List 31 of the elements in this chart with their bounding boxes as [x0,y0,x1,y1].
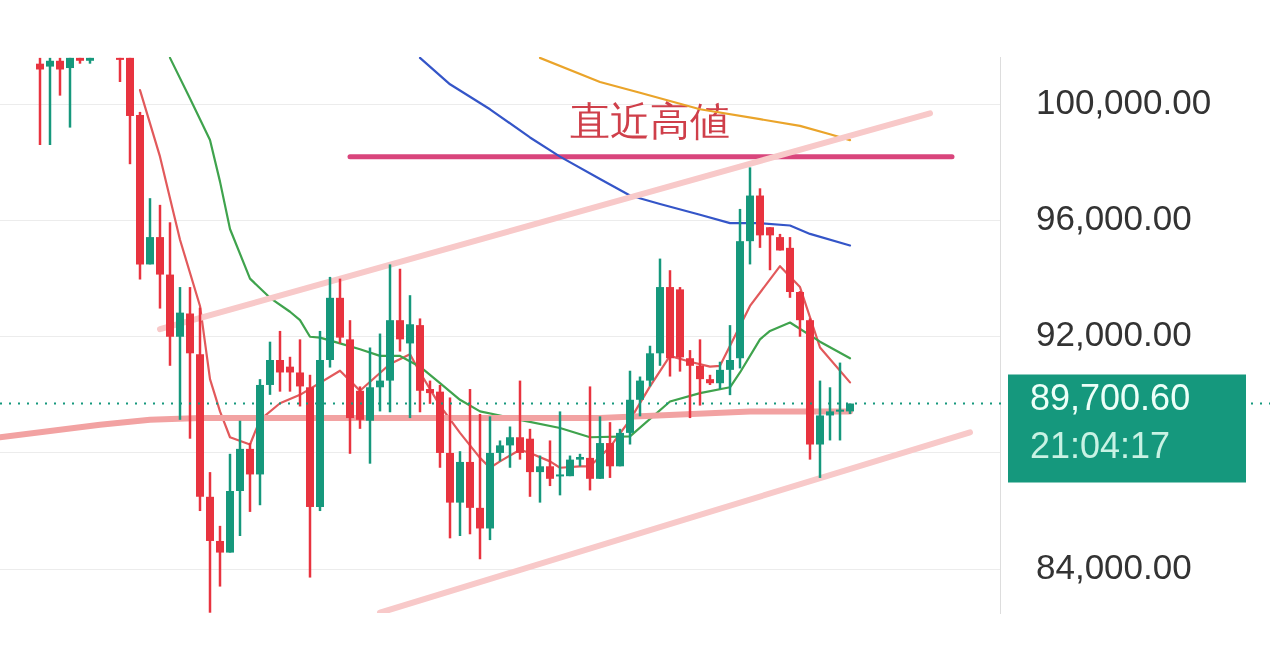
candlestick [586,385,594,492]
candlestick [496,439,504,463]
candlestick [56,56,64,97]
candlestick [476,412,484,561]
candlestick [686,348,694,420]
y-tick-label: 96,000.00 [1036,198,1192,238]
candlestick [716,360,724,391]
y-tick-label: 84,000.00 [1036,546,1192,586]
candlestick [396,267,404,353]
y-tick-label: 92,000.00 [1036,314,1192,354]
candlestick [556,410,564,497]
candlestick [696,338,704,407]
candlestick [66,56,74,129]
candlestick [606,420,614,480]
candlestick [516,379,524,461]
candlestick [296,338,304,408]
candlestick [426,379,434,406]
ref-line-label: 89,700.60 [1030,377,1191,419]
candlestick [406,293,414,420]
candlestick [536,454,544,504]
candlestick [726,323,734,397]
y-tick-label: 100,000.00 [1036,82,1212,122]
candlestick [276,329,284,393]
candlestick [506,425,514,469]
candlestick [546,439,554,488]
ref-line-label: 直近高値 [570,98,730,145]
candlestick [766,225,774,272]
candlestick [216,524,224,588]
candlestick [116,56,124,84]
annotation: 21:04:17 [1030,425,1171,467]
candlestick [46,56,54,147]
